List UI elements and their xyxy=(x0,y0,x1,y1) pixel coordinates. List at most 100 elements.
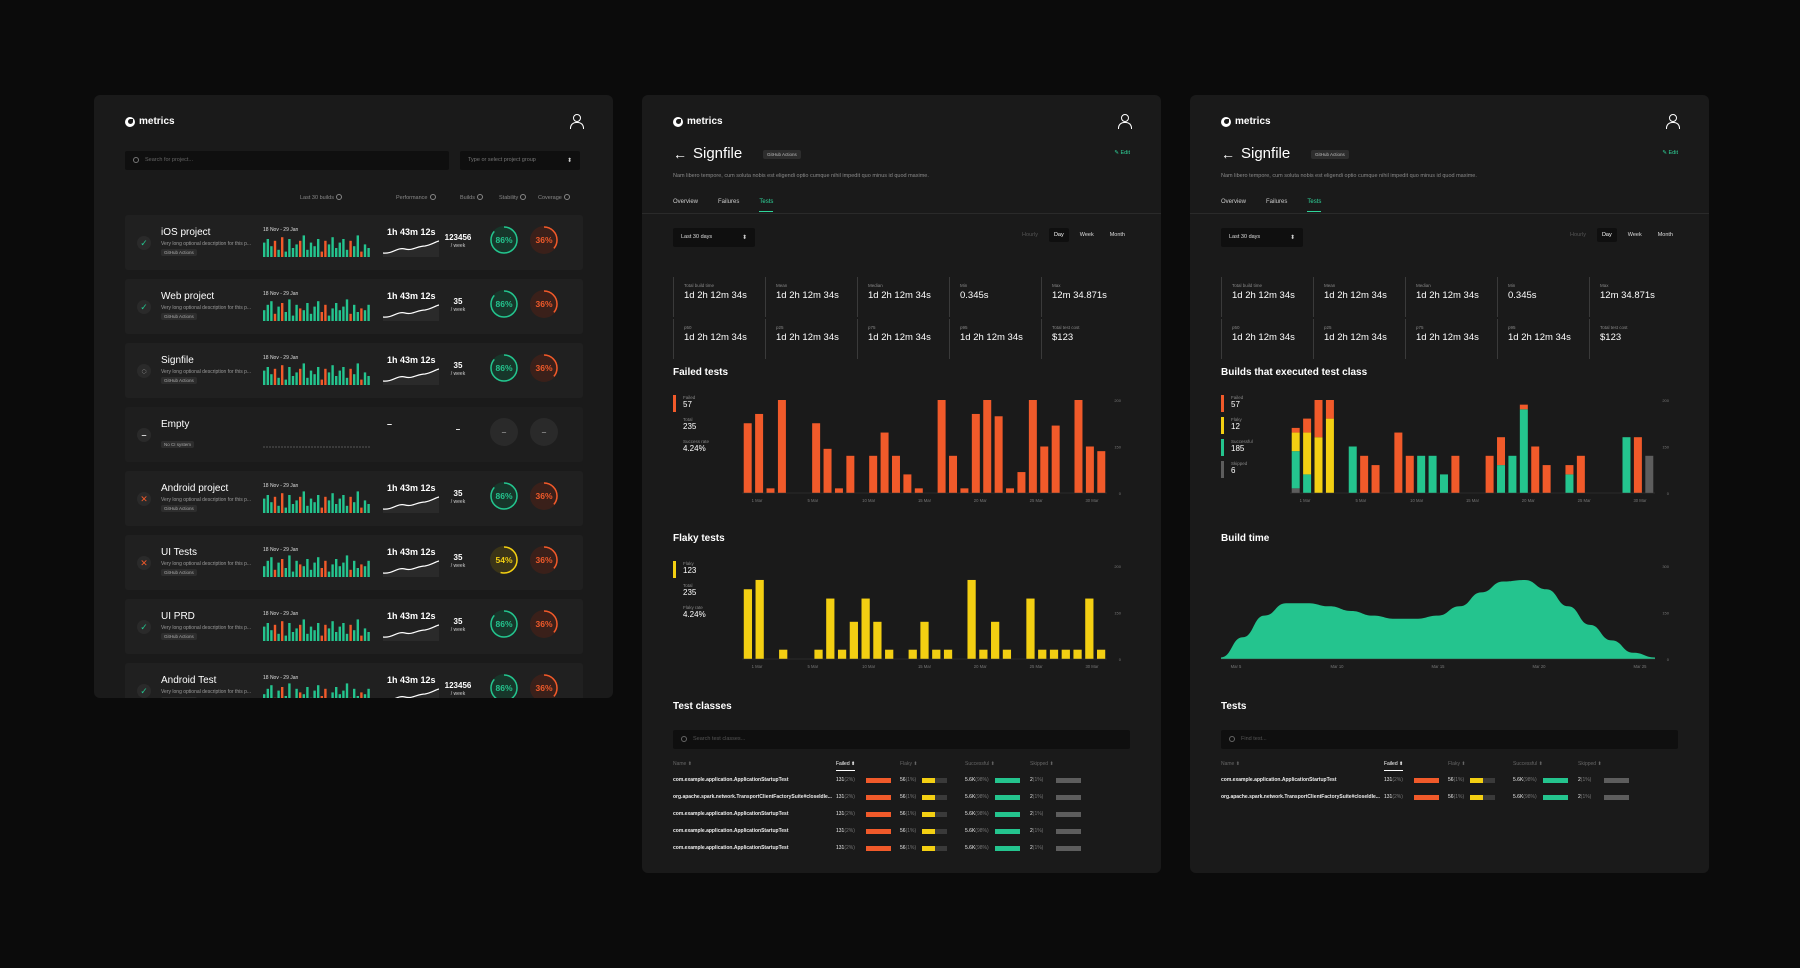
col-stability[interactable]: Stability xyxy=(499,194,527,201)
bar[interactable] xyxy=(983,400,992,493)
stacked-bar-segment[interactable] xyxy=(1439,474,1448,493)
bar[interactable] xyxy=(891,455,900,493)
stacked-bar-segment[interactable] xyxy=(1291,432,1300,452)
stacked-bar-segment[interactable] xyxy=(1314,400,1323,438)
stacked-bar-segment[interactable] xyxy=(1417,455,1426,493)
col-flaky[interactable]: Flaky ⬍ xyxy=(1448,761,1466,767)
period-hourly[interactable]: Hourly xyxy=(1570,232,1586,238)
bar[interactable] xyxy=(766,488,775,493)
bar[interactable] xyxy=(755,579,764,659)
bar[interactable] xyxy=(960,488,969,493)
stacked-bar-segment[interactable] xyxy=(1371,465,1380,493)
stacked-bar-segment[interactable] xyxy=(1485,455,1494,493)
bar[interactable] xyxy=(1028,400,1037,493)
bar[interactable] xyxy=(777,400,786,493)
bar[interactable] xyxy=(1051,425,1060,493)
bar[interactable] xyxy=(932,649,941,659)
stacked-bar-segment[interactable] xyxy=(1645,455,1654,493)
project-row[interactable]: ✓ iOS project Very long optional descripti… xyxy=(125,215,583,270)
bar[interactable] xyxy=(1040,446,1049,494)
stacked-bar-segment[interactable] xyxy=(1291,488,1300,493)
stacked-bar-segment[interactable] xyxy=(1622,437,1631,493)
col-name[interactable]: Name ⬍ xyxy=(673,761,692,767)
bar[interactable] xyxy=(812,423,821,493)
bar[interactable] xyxy=(849,621,858,659)
stacked-bar-segment[interactable] xyxy=(1325,400,1334,419)
stacked-bar-segment[interactable] xyxy=(1303,432,1312,475)
stacked-bar-segment[interactable] xyxy=(1531,446,1540,494)
table-row[interactable]: com.example.application.ApplicationStart… xyxy=(673,777,1130,789)
bar[interactable] xyxy=(914,488,923,493)
stacked-bar-segment[interactable] xyxy=(1428,455,1437,493)
col-builds[interactable]: Builds xyxy=(460,194,483,201)
stacked-bar-segment[interactable] xyxy=(1291,451,1300,489)
bar[interactable] xyxy=(1026,598,1035,659)
project-row[interactable]: ✓ UI PRD Very long optional description fo… xyxy=(125,599,583,654)
col-skipped[interactable]: Skipped ⬍ xyxy=(1578,761,1602,767)
bar[interactable] xyxy=(755,413,764,493)
tab-tests[interactable]: Tests xyxy=(759,199,774,212)
col-name[interactable]: Name ⬍ xyxy=(1221,761,1240,767)
bar[interactable] xyxy=(979,649,988,659)
bar[interactable] xyxy=(1049,649,1059,659)
project-row[interactable]: ✕ Android project Very long optional descr… xyxy=(125,471,583,526)
bar[interactable] xyxy=(937,400,946,493)
col-successful[interactable]: Successful ⬍ xyxy=(965,761,995,767)
bar[interactable] xyxy=(1096,649,1106,659)
search-input[interactable]: Search for project... xyxy=(125,151,449,170)
project-row[interactable]: ✕ UI Tests Very long optional description … xyxy=(125,535,583,590)
stacked-bar-segment[interactable] xyxy=(1542,465,1551,493)
bar[interactable] xyxy=(949,455,958,493)
col-coverage[interactable]: Coverage xyxy=(538,194,570,201)
tests-search[interactable]: Find test... xyxy=(1221,730,1678,749)
table-row[interactable]: org.apache.spark.network.TransportClient… xyxy=(1221,794,1678,806)
col-successful[interactable]: Successful ⬍ xyxy=(1513,761,1543,767)
bar[interactable] xyxy=(834,488,843,493)
bar[interactable] xyxy=(908,649,917,659)
period-hourly[interactable]: Hourly xyxy=(1022,232,1038,238)
stacked-bar-segment[interactable] xyxy=(1508,455,1517,493)
stacked-bar-segment[interactable] xyxy=(1565,474,1574,493)
tab-tests[interactable]: Tests xyxy=(1307,199,1322,212)
col-failed[interactable]: Failed ⬍ xyxy=(836,761,856,771)
stacked-bar-segment[interactable] xyxy=(1633,437,1642,493)
bar[interactable] xyxy=(814,649,823,659)
period-month[interactable]: Month xyxy=(1657,232,1673,238)
period-month[interactable]: Month xyxy=(1109,232,1125,238)
stacked-bar-segment[interactable] xyxy=(1519,404,1528,410)
col-flaky[interactable]: Flaky ⬍ xyxy=(900,761,918,767)
tab-overview[interactable]: Overview xyxy=(673,199,699,205)
stacked-bar-segment[interactable] xyxy=(1519,409,1528,493)
bar[interactable] xyxy=(1038,649,1047,659)
bar[interactable] xyxy=(880,432,889,493)
back-arrow-icon[interactable]: ← xyxy=(673,146,687,162)
stacked-bar-segment[interactable] xyxy=(1348,446,1357,494)
bar[interactable] xyxy=(779,649,788,659)
project-row[interactable]: ✓ Android Test Very long optional descript… xyxy=(125,663,583,698)
project-group-select[interactable]: Type or select project group ⬍ xyxy=(460,151,580,170)
bar[interactable] xyxy=(743,589,753,659)
table-row[interactable]: org.apache.spark.network.TransportClient… xyxy=(673,794,1130,806)
stacked-bar-segment[interactable] xyxy=(1325,418,1334,493)
bar[interactable] xyxy=(861,598,870,659)
bar[interactable] xyxy=(743,423,752,493)
bar[interactable] xyxy=(869,455,878,493)
bar[interactable] xyxy=(903,474,912,493)
bar[interactable] xyxy=(1097,451,1106,493)
table-row[interactable]: com.example.application.ApplicationStart… xyxy=(673,845,1130,857)
table-row[interactable]: com.example.application.ApplicationStart… xyxy=(673,811,1130,823)
logo[interactable]: metrics xyxy=(1221,116,1271,127)
bar[interactable] xyxy=(1085,446,1094,494)
bar[interactable] xyxy=(1061,649,1070,659)
bar[interactable] xyxy=(1073,649,1082,659)
user-icon[interactable] xyxy=(570,114,584,129)
stacked-bar-segment[interactable] xyxy=(1314,437,1323,493)
stacked-bar-segment[interactable] xyxy=(1360,455,1369,493)
bar[interactable] xyxy=(967,579,976,659)
period-week[interactable]: Week xyxy=(1627,232,1642,238)
logo[interactable]: metrics xyxy=(673,116,723,127)
stacked-bar-segment[interactable] xyxy=(1394,432,1403,493)
back-arrow-icon[interactable]: ← xyxy=(1221,146,1235,162)
tab-failures[interactable]: Failures xyxy=(718,199,740,205)
bar[interactable] xyxy=(885,649,894,659)
